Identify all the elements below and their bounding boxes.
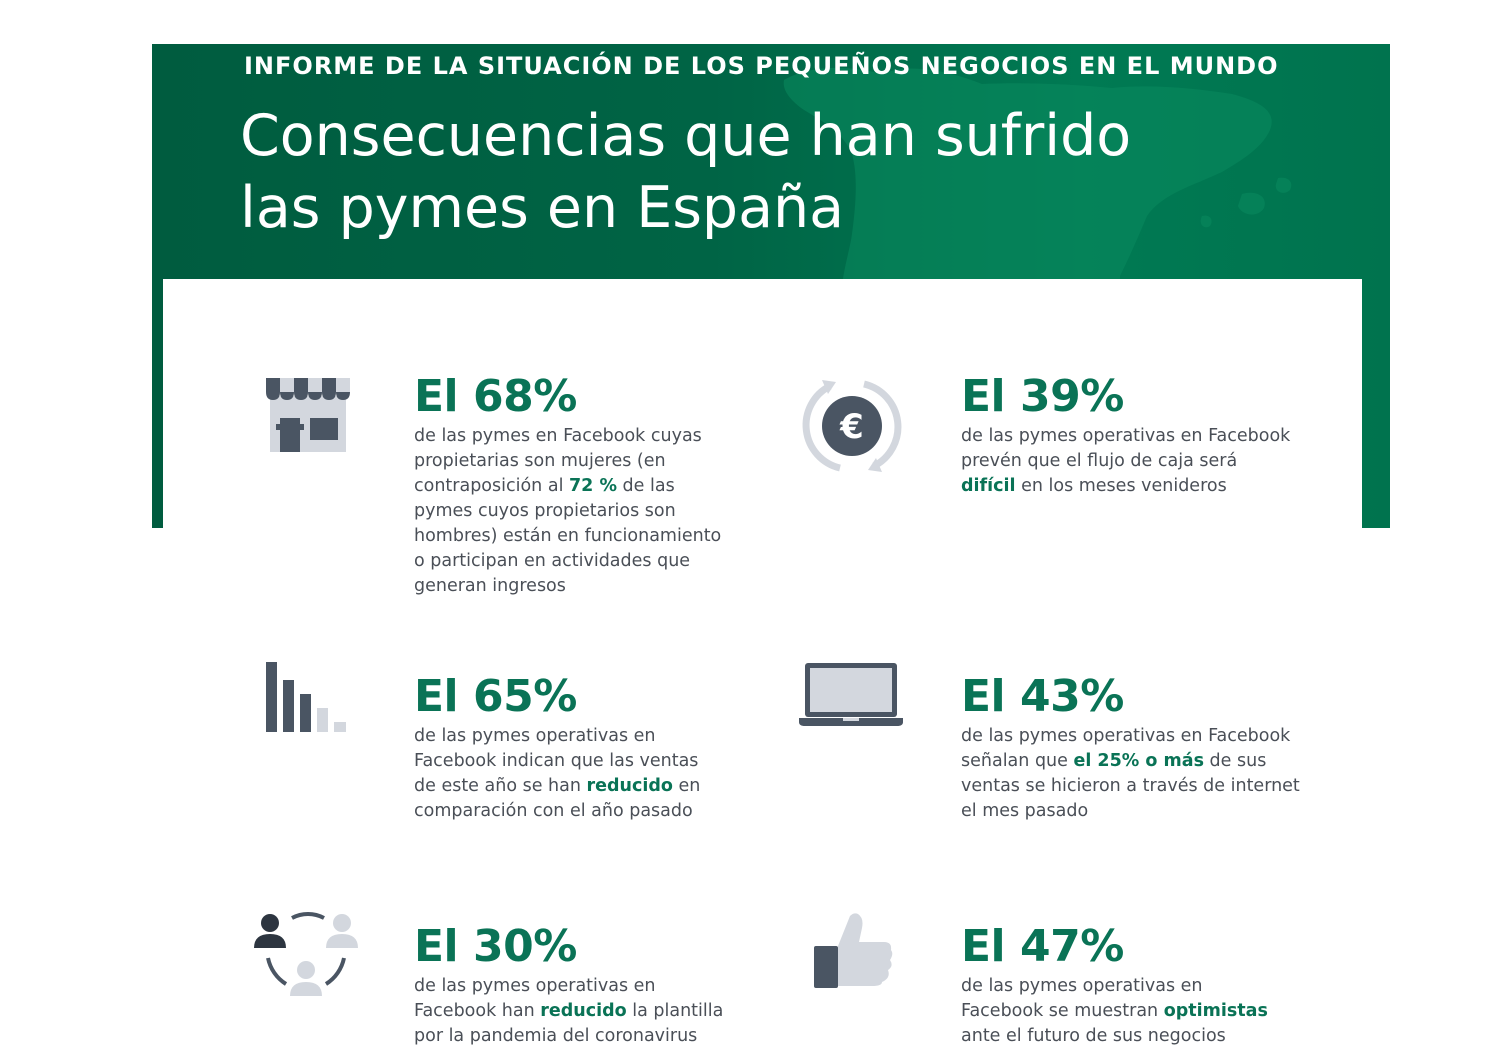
desc-text: de las pymes operativas en Facebook prev… — [961, 426, 1291, 471]
content-panel — [163, 279, 1362, 1061]
stat-description: de las pymes en Facebook cuyas propietar… — [414, 424, 734, 599]
stat-description: de las pymes operativas en Facebook seña… — [961, 724, 1306, 824]
desc-text: la plantilla por la pandemia del coronav… — [414, 1001, 724, 1046]
stat-description: de las pymes operativas en Facebook se m… — [961, 974, 1271, 1049]
declining-bars-icon — [266, 662, 346, 732]
stat-block: El 47% de las pymes operativas en Facebo… — [961, 922, 1271, 1049]
desc-text: en los meses venideros — [1015, 476, 1227, 496]
page-title-line-1: Consecuencias que han sufrido — [240, 103, 1132, 169]
stat-description: de las pymes operativas en Facebook han … — [414, 974, 724, 1049]
desc-text: ante el futuro de sus negocios — [961, 1026, 1226, 1046]
desc-text: de sus ventas se hicieron a través de in… — [961, 751, 1300, 821]
euro-cycle-icon: € — [802, 380, 902, 472]
svg-text:€: € — [839, 407, 864, 447]
desc-text: de las pymes operativas en Facebook seña… — [961, 726, 1291, 771]
stat-block: El 39% de las pymes operativas en Facebo… — [961, 372, 1291, 499]
desc-text: de las pymes operativas en Facebook se m… — [961, 976, 1203, 1021]
page-title: Consecuencias que han sufrido las pymes … — [240, 100, 1131, 244]
stat-block: El 68% de las pymes en Facebook cuyas pr… — [414, 372, 734, 599]
desc-highlight: el 25% o más — [1073, 751, 1204, 771]
desc-highlight: optimistas — [1163, 1001, 1268, 1021]
stat-description: de las pymes operativas en Facebook indi… — [414, 724, 704, 824]
stat-percent: El 39% — [961, 371, 1124, 422]
stat-percent: El 47% — [961, 921, 1124, 972]
laptop-icon — [799, 663, 903, 726]
thumbs-up-icon — [814, 913, 893, 988]
desc-text: de las pymes operativas en Facebook han — [414, 976, 656, 1021]
desc-highlight: difícil — [961, 476, 1016, 496]
desc-highlight: 72 % — [569, 476, 617, 496]
desc-highlight: reducido — [586, 776, 673, 796]
stat-block: El 43% de las pymes operativas en Facebo… — [961, 672, 1306, 824]
desc-text: de las pymes cuyos propietarios son homb… — [414, 476, 722, 596]
stat-percent: El 43% — [961, 671, 1124, 722]
desc-text: en comparación con el año pasado — [414, 776, 701, 821]
desc-text: de las pymes en Facebook cuyas propietar… — [414, 426, 702, 496]
report-kicker: INFORME DE LA SITUACIÓN DE LOS PEQUEÑOS … — [244, 52, 1279, 80]
desc-highlight: reducido — [540, 1001, 627, 1021]
people-cycle-icon — [254, 912, 358, 996]
stat-percent: El 65% — [414, 671, 577, 722]
stat-percent: El 30% — [414, 921, 577, 972]
desc-text: de las pymes operativas en Facebook indi… — [414, 726, 699, 796]
stat-description: de las pymes operativas en Facebook prev… — [961, 424, 1291, 499]
stat-percent: El 68% — [414, 371, 577, 422]
page-title-line-2: las pymes en España — [240, 175, 845, 241]
storefront-icon — [266, 378, 350, 452]
stat-block: El 65% de las pymes operativas en Facebo… — [414, 672, 704, 824]
stat-block: El 30% de las pymes operativas en Facebo… — [414, 922, 724, 1049]
